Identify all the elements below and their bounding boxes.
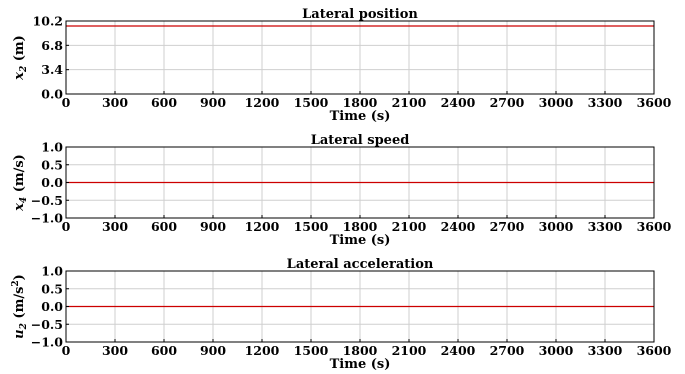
x-tick-label: 900 (200, 219, 226, 234)
x-tick-label: 1200 (245, 219, 280, 234)
x-tick-label: 3300 (588, 219, 623, 234)
x-tick-label: 3000 (539, 343, 574, 358)
x-tick-label: 0 (62, 95, 71, 110)
y-tick-label: 10.2 (33, 14, 63, 29)
x-tick-label: 600 (151, 219, 177, 234)
y-tick-label: 0.0 (41, 175, 63, 190)
y-tick-label: 0.0 (41, 87, 63, 102)
x-tick-label: 1500 (294, 343, 329, 358)
y-tick-label: −1.0 (31, 211, 64, 226)
chart-panel-1: 0 300 600 900 1200 1500 1800 2100 2400 2700 3000 33… (12, 7, 672, 124)
x-tick-label: 3600 (637, 343, 672, 358)
x-tick-label: 600 (151, 95, 177, 110)
x-tick-label: 2700 (490, 343, 525, 358)
x-tick-label: 1200 (245, 95, 280, 110)
x-tick-label: 1800 (343, 343, 378, 358)
chart-panel-2: 0 300 600 900 1200 1500 1800 2100 2400 2700 3000 33… (12, 133, 672, 248)
x-tick-label: 3600 (637, 219, 672, 234)
x-tick-label: 1800 (343, 95, 378, 110)
x-tick-label: 1200 (245, 343, 280, 358)
y-tick-label: −0.5 (31, 317, 63, 332)
chart-title: Lateral acceleration (287, 257, 434, 272)
x-tick-label: 3300 (588, 95, 623, 110)
x-axis-label: Time (s) (330, 357, 391, 372)
x-tick-label: 2100 (392, 95, 427, 110)
x-tick-label: 2700 (490, 219, 525, 234)
x-tick-label: 1800 (343, 219, 378, 234)
x-tick-label: 2400 (441, 219, 476, 234)
x-tick-label: 3000 (539, 95, 574, 110)
x-tick-label: 900 (200, 95, 226, 110)
x-tick-label: 2400 (441, 95, 476, 110)
x-tick-label: 900 (200, 343, 226, 358)
x-tick-label: 1500 (294, 95, 329, 110)
y-tick-label: 1.0 (41, 140, 63, 155)
x-tick-label: 2700 (490, 95, 525, 110)
x-tick-label: 0 (62, 219, 71, 234)
x-tick-label: 0 (62, 343, 71, 358)
x-tick-label: 2400 (441, 343, 476, 358)
y-tick-label: 0.5 (41, 281, 63, 296)
chart-title: Lateral position (302, 7, 418, 22)
y-axis-label: x2 (m) (12, 35, 29, 81)
x-axis-label: Time (s) (330, 233, 391, 248)
x-tick-label: 2100 (392, 219, 427, 234)
x-axis-label: Time (s) (330, 109, 391, 124)
y-tick-label: 0.0 (41, 299, 63, 314)
y-tick-label: 3.4 (41, 62, 63, 77)
x-tick-label: 300 (102, 95, 128, 110)
y-tick-label: 1.0 (41, 264, 63, 279)
x-tick-label: 3000 (539, 219, 574, 234)
x-tick-label: 3600 (637, 95, 672, 110)
x-tick-label: 1500 (294, 219, 329, 234)
x-tick-label: 300 (102, 343, 128, 358)
x-tick-label: 2100 (392, 343, 427, 358)
y-tick-label: −0.5 (31, 193, 63, 208)
chart-title: Lateral speed (311, 133, 410, 148)
y-tick-label: 0.5 (41, 157, 63, 172)
y-axis-label: x4 (m/s) (12, 154, 29, 212)
chart-panel-3: 0 300 600 900 1200 1500 1800 2100 2400 2700 3000 33… (11, 257, 672, 372)
x-tick-label: 600 (151, 343, 177, 358)
x-tick-label: 300 (102, 219, 128, 234)
y-tick-label: −1.0 (31, 335, 64, 350)
y-axis-label: u2 (m/s2) (11, 274, 29, 339)
y-tick-label: 6.8 (41, 38, 63, 53)
x-tick-label: 3300 (588, 343, 623, 358)
